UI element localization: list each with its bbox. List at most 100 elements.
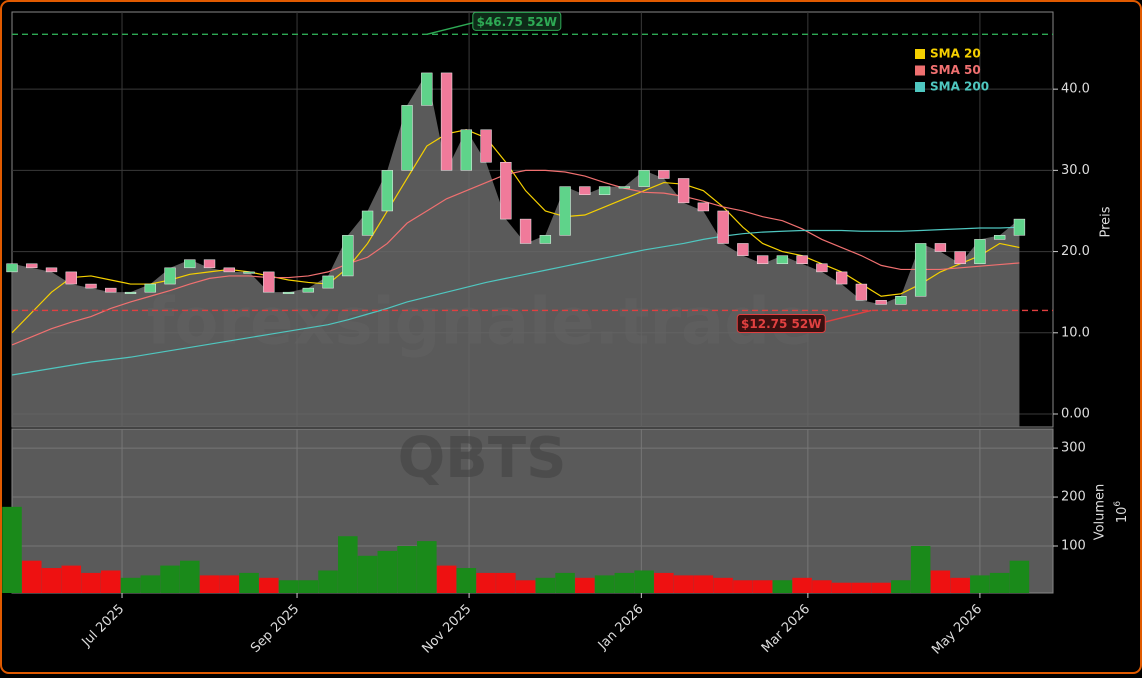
candle xyxy=(342,235,354,277)
volume-bar xyxy=(417,541,437,593)
y-tick-label: 20.0 xyxy=(1061,244,1090,259)
volume-bar xyxy=(318,570,338,593)
watermark-ticker: QBTS xyxy=(398,426,567,491)
volume-bar xyxy=(812,580,832,593)
y-axis-label: Volumen xyxy=(1093,484,1108,541)
sma-line xyxy=(11,226,1020,376)
volume-bar xyxy=(910,546,931,593)
candle xyxy=(144,283,156,293)
volume-bar xyxy=(278,580,299,593)
sma-line xyxy=(11,169,1020,346)
volume-bar xyxy=(555,572,575,593)
volume-bar xyxy=(654,572,674,593)
volume-bar xyxy=(515,580,536,593)
candle xyxy=(45,267,58,273)
volume-bar xyxy=(456,568,477,593)
candle xyxy=(974,239,986,265)
volume-bar xyxy=(535,577,556,593)
candle xyxy=(855,283,868,301)
annotation-label: $46.75 52W xyxy=(477,15,557,29)
legend-swatch xyxy=(915,49,925,59)
candle xyxy=(875,300,887,305)
candle xyxy=(914,243,927,297)
volume-bar xyxy=(120,577,141,593)
candle xyxy=(1013,218,1026,236)
volume-bar xyxy=(614,572,635,593)
volume-bar xyxy=(298,580,319,593)
volume-bar xyxy=(436,565,457,593)
volume-bar xyxy=(989,572,1010,593)
volume-bar xyxy=(199,575,220,593)
candle xyxy=(638,170,650,187)
candle xyxy=(223,267,235,273)
volume-bar xyxy=(496,572,516,593)
volume-bar xyxy=(851,582,872,593)
volume-bar xyxy=(100,570,121,593)
volume-bar xyxy=(259,577,279,593)
volume-bar xyxy=(752,580,773,593)
candle xyxy=(124,291,137,294)
candle xyxy=(85,283,97,289)
y-tick-label: 30.0 xyxy=(1061,163,1090,178)
y-tick-label: 300 xyxy=(1061,441,1086,456)
y-tick-label: 200 xyxy=(1061,490,1086,505)
volume-bar xyxy=(1009,560,1030,593)
volume-bar xyxy=(693,575,714,593)
candle xyxy=(697,202,710,212)
volume-bar xyxy=(575,577,595,593)
candle xyxy=(421,72,433,106)
legend-label: SMA 50 xyxy=(930,63,981,77)
volume-bar xyxy=(733,580,753,593)
volume-bar xyxy=(970,575,990,593)
candle xyxy=(796,255,808,265)
volume-bar xyxy=(772,580,793,593)
legend-label: SMA 20 xyxy=(930,47,981,61)
candle xyxy=(282,291,295,294)
volume-bar xyxy=(357,555,378,593)
y-tick-label: 0.00 xyxy=(1061,407,1090,422)
volume-bar xyxy=(21,560,42,593)
volume-bar xyxy=(930,570,951,593)
candle xyxy=(164,267,176,285)
volume-bar xyxy=(219,575,240,593)
sma-line xyxy=(11,129,1020,334)
volume-bar xyxy=(338,536,358,593)
price-area xyxy=(12,72,1020,428)
candle xyxy=(105,287,117,293)
volume-bar xyxy=(140,575,161,593)
volume-bar xyxy=(673,575,694,593)
legend-swatch xyxy=(915,65,925,76)
candle xyxy=(756,255,769,265)
volume-bar xyxy=(634,570,654,593)
candle xyxy=(460,129,473,171)
volume-bar xyxy=(180,560,200,593)
candle xyxy=(381,170,393,212)
unit-base: 10 xyxy=(1115,507,1130,524)
candle xyxy=(203,259,216,269)
candle xyxy=(440,72,453,171)
volume-bar xyxy=(891,580,911,593)
candle xyxy=(618,186,631,189)
volume-bar xyxy=(397,546,417,593)
volume-bar xyxy=(41,568,62,593)
candle xyxy=(480,129,492,163)
annotation-box xyxy=(736,313,826,333)
volume-bar xyxy=(377,550,398,593)
y-tick-label: 10.0 xyxy=(1061,325,1090,340)
candle xyxy=(6,263,18,273)
candle xyxy=(26,263,38,269)
volume-bar xyxy=(950,577,970,593)
candle xyxy=(598,186,611,195)
legend-label: SMA 200 xyxy=(930,80,989,94)
volume-bar xyxy=(792,577,812,593)
candle xyxy=(993,235,1006,240)
volume-bar xyxy=(239,572,259,593)
candle xyxy=(934,243,947,252)
legend-swatch xyxy=(915,82,925,92)
y-tick-label: 100 xyxy=(1061,539,1086,554)
volume-bar xyxy=(831,582,852,593)
volume-bar xyxy=(594,575,615,593)
candle xyxy=(835,271,848,285)
volume-bar xyxy=(2,506,22,593)
candle xyxy=(658,170,670,179)
